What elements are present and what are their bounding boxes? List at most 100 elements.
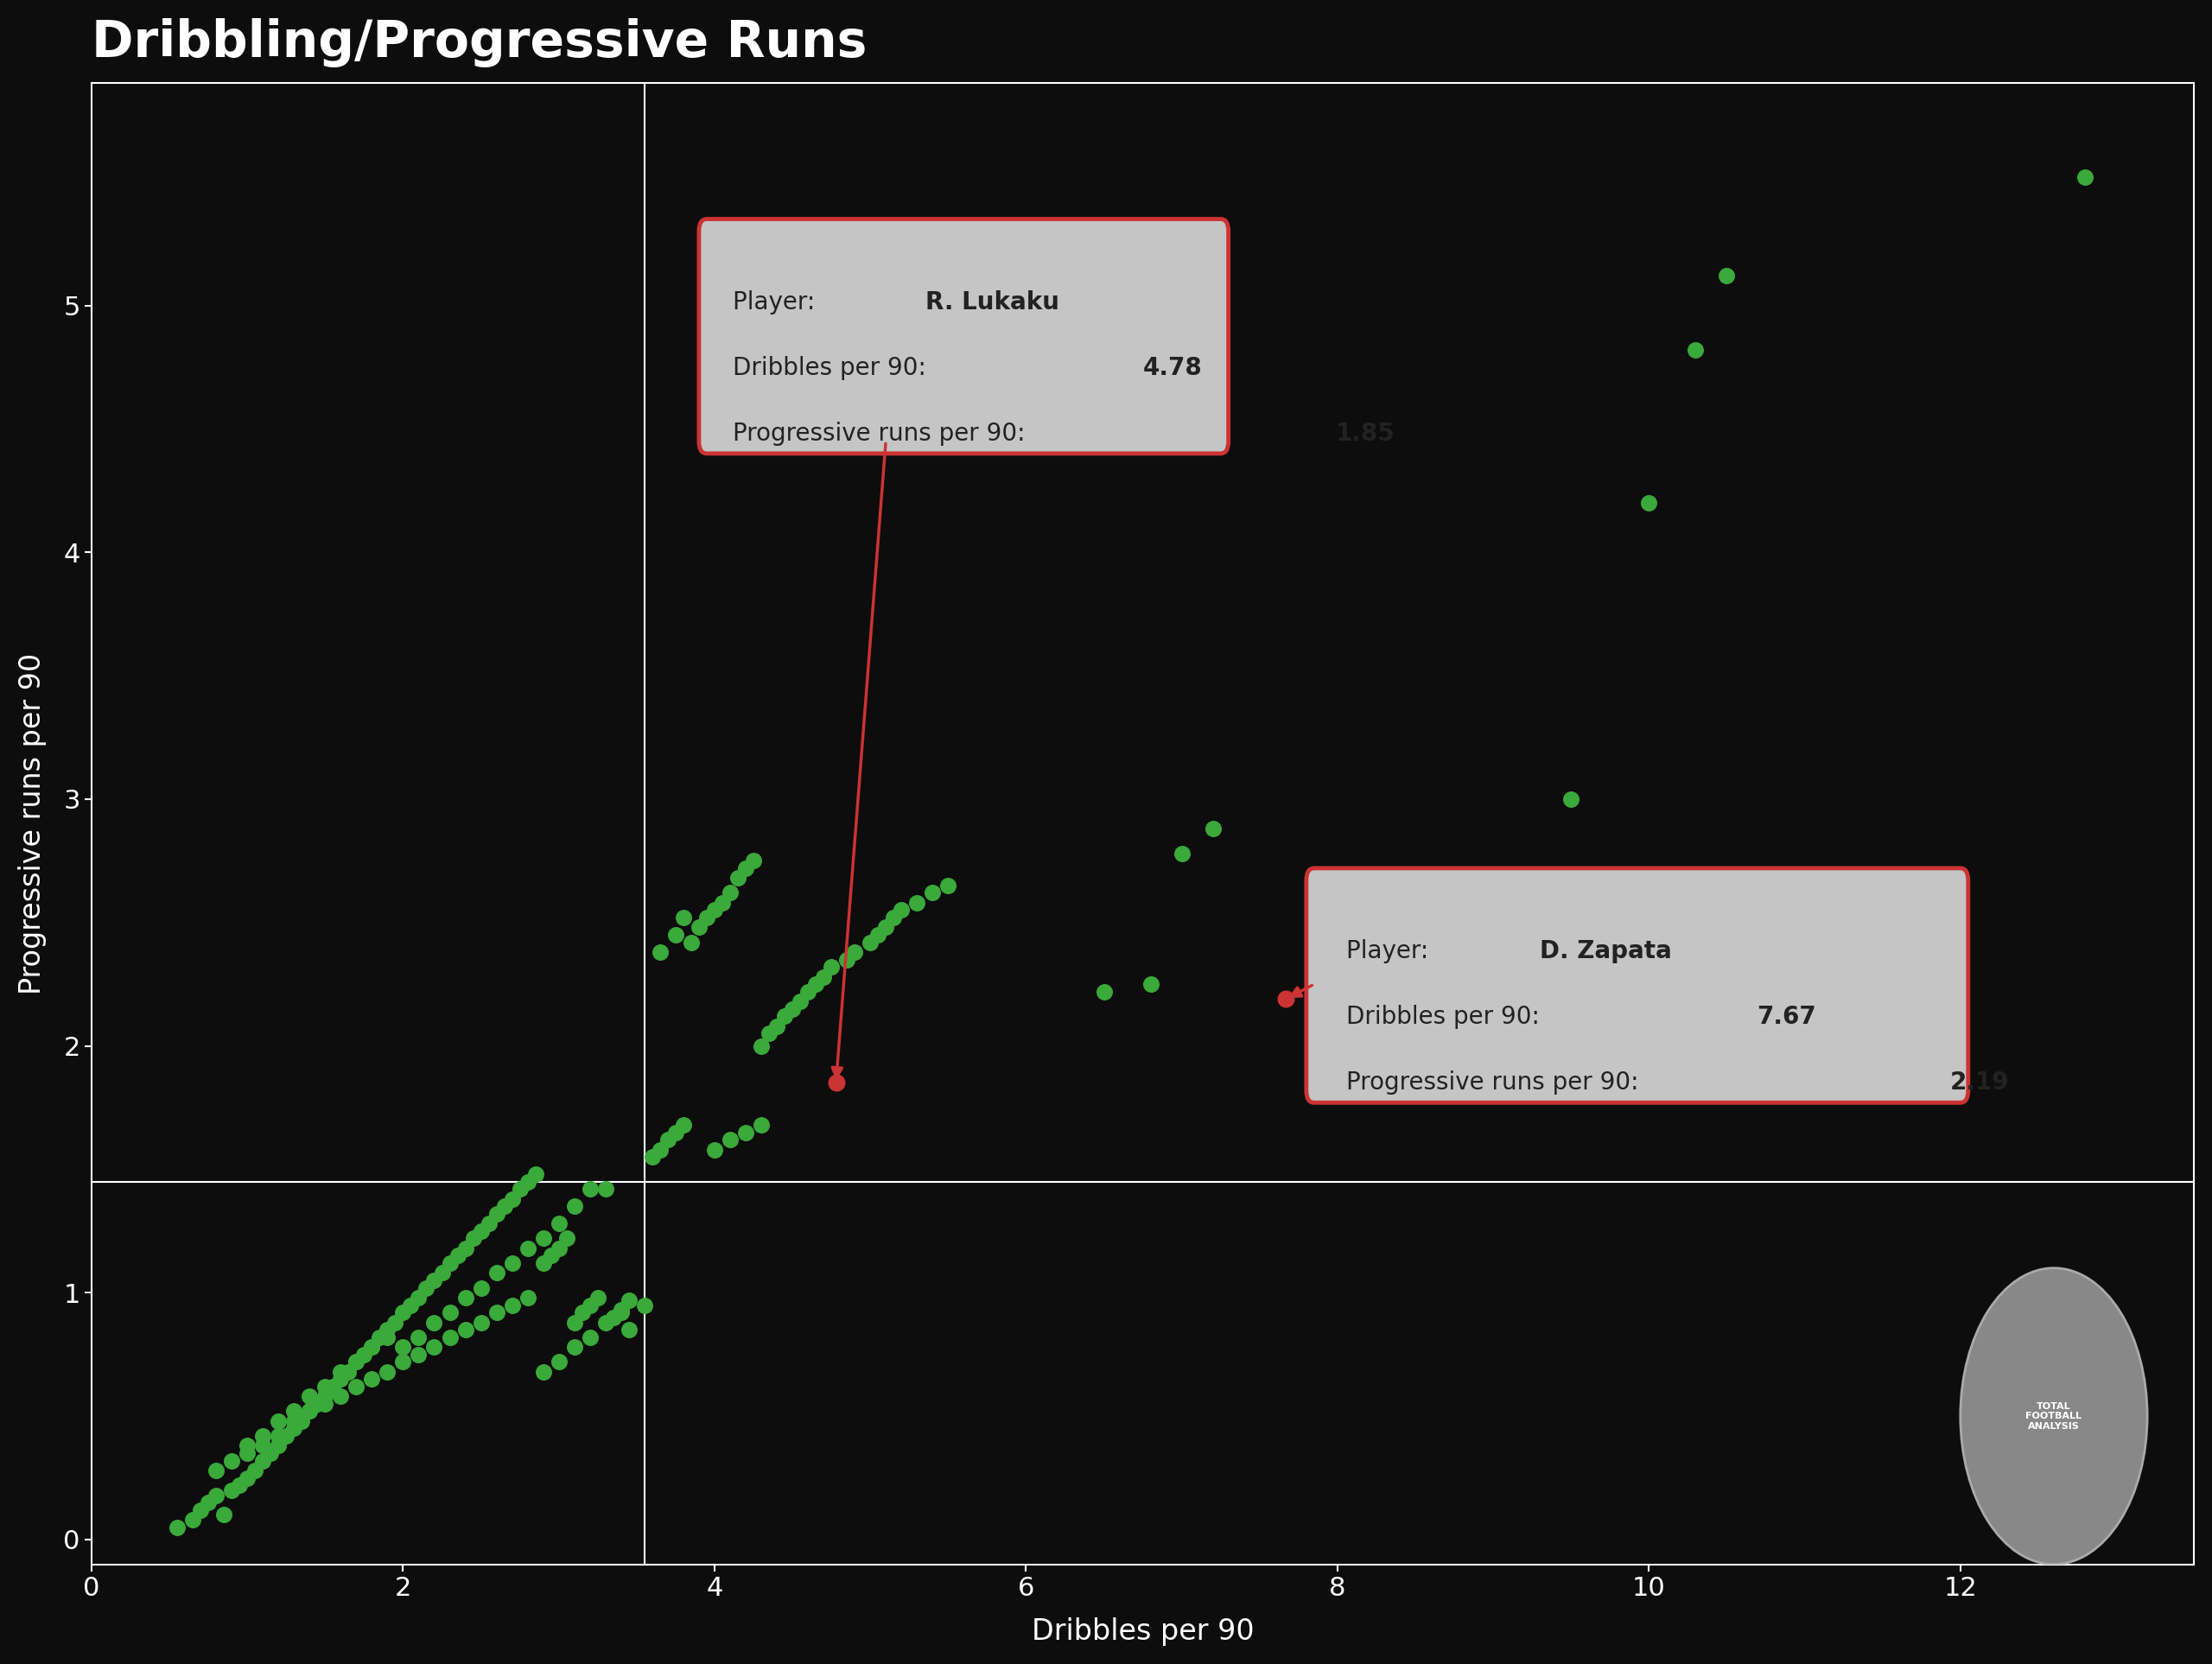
Point	[292, 1398, 327, 1424]
Point	[369, 1316, 405, 1343]
Point	[276, 1398, 312, 1424]
Point	[230, 1439, 265, 1466]
Point	[276, 1408, 312, 1434]
Text: 1.85: 1.85	[1336, 421, 1396, 446]
Point	[431, 1300, 467, 1326]
Point	[2068, 163, 2104, 190]
Point	[447, 1316, 482, 1343]
Point	[511, 1168, 546, 1195]
Y-axis label: Progressive runs per 90: Progressive runs per 90	[18, 652, 46, 995]
Point	[385, 1348, 420, 1374]
Point	[246, 1423, 281, 1449]
Point	[526, 1225, 562, 1251]
Point	[462, 1275, 498, 1301]
Point	[425, 1260, 460, 1286]
Point	[316, 1373, 352, 1399]
Point	[666, 1112, 701, 1138]
Point	[830, 947, 865, 973]
Point	[721, 865, 757, 892]
Point	[230, 1433, 265, 1459]
Point	[1164, 840, 1199, 867]
Point	[493, 1186, 529, 1213]
Point	[323, 1366, 358, 1393]
Point	[338, 1348, 374, 1374]
Point	[416, 1266, 451, 1293]
Point	[604, 1300, 639, 1326]
Point	[542, 1235, 577, 1261]
Point	[409, 1275, 445, 1301]
Point	[916, 880, 951, 907]
Point	[206, 1501, 241, 1528]
Text: R. Lukaku: R. Lukaku	[925, 291, 1060, 314]
Text: Progressive runs per 90:: Progressive runs per 90:	[1347, 1070, 1646, 1095]
Point	[347, 1341, 383, 1368]
Point	[518, 1161, 553, 1188]
Point	[1630, 489, 1666, 516]
Point	[542, 1210, 577, 1236]
Point	[471, 1210, 507, 1236]
Point	[1086, 978, 1121, 1005]
Point	[681, 914, 717, 940]
Point	[338, 1373, 374, 1399]
Point	[261, 1433, 296, 1459]
Circle shape	[1960, 1268, 2148, 1564]
Point	[462, 1310, 498, 1336]
Point	[1710, 263, 1745, 290]
Point	[323, 1383, 358, 1409]
Point	[159, 1514, 195, 1541]
Text: D. Zapata: D. Zapata	[1540, 940, 1672, 963]
Point	[697, 1137, 732, 1163]
Point	[252, 1439, 288, 1466]
Point	[1553, 785, 1588, 812]
Point	[852, 929, 887, 955]
Point	[557, 1193, 593, 1220]
Point	[354, 1335, 389, 1361]
Point	[511, 1285, 546, 1311]
Point	[752, 1020, 787, 1047]
Point	[557, 1310, 593, 1336]
Point	[573, 1325, 608, 1351]
Point	[493, 1250, 529, 1276]
Point	[790, 978, 825, 1005]
Point	[799, 970, 834, 997]
Point	[221, 1473, 257, 1499]
X-axis label: Dribbles per 90: Dribbles per 90	[1031, 1617, 1254, 1646]
Point	[657, 1118, 692, 1145]
Point	[307, 1373, 343, 1399]
Point	[604, 1296, 639, 1323]
Point	[369, 1325, 405, 1351]
Point	[564, 1300, 599, 1326]
Point	[447, 1235, 482, 1261]
Point	[462, 1218, 498, 1245]
Point	[478, 1260, 513, 1286]
Point	[836, 938, 872, 965]
Text: Player: R. Lukaku: Player: R. Lukaku	[732, 291, 938, 314]
Text: Player:: Player:	[1347, 940, 1436, 963]
Point	[743, 1033, 779, 1060]
Point	[416, 1335, 451, 1361]
Point	[885, 897, 920, 924]
Point	[774, 995, 810, 1022]
Point	[1267, 985, 1303, 1012]
Text: Dribbles per 90:: Dribbles per 90:	[1347, 1005, 1548, 1030]
Point	[299, 1391, 334, 1418]
Point	[246, 1448, 281, 1474]
Point	[557, 1335, 593, 1361]
Point	[369, 1358, 405, 1384]
Text: TOTAL
FOOTBALL
ANALYSIS: TOTAL FOOTBALL ANALYSIS	[2026, 1401, 2081, 1431]
Point	[611, 1286, 646, 1313]
Point	[400, 1341, 436, 1368]
Point	[307, 1383, 343, 1409]
Point	[712, 880, 748, 907]
Point	[431, 1250, 467, 1276]
Point	[307, 1391, 343, 1418]
Point	[526, 1250, 562, 1276]
Point	[641, 1137, 677, 1163]
Point	[261, 1408, 296, 1434]
Point	[440, 1243, 476, 1270]
Point	[876, 904, 911, 930]
Point	[818, 1070, 854, 1097]
Point	[1133, 970, 1168, 997]
Point	[657, 922, 692, 948]
Point	[237, 1458, 272, 1484]
